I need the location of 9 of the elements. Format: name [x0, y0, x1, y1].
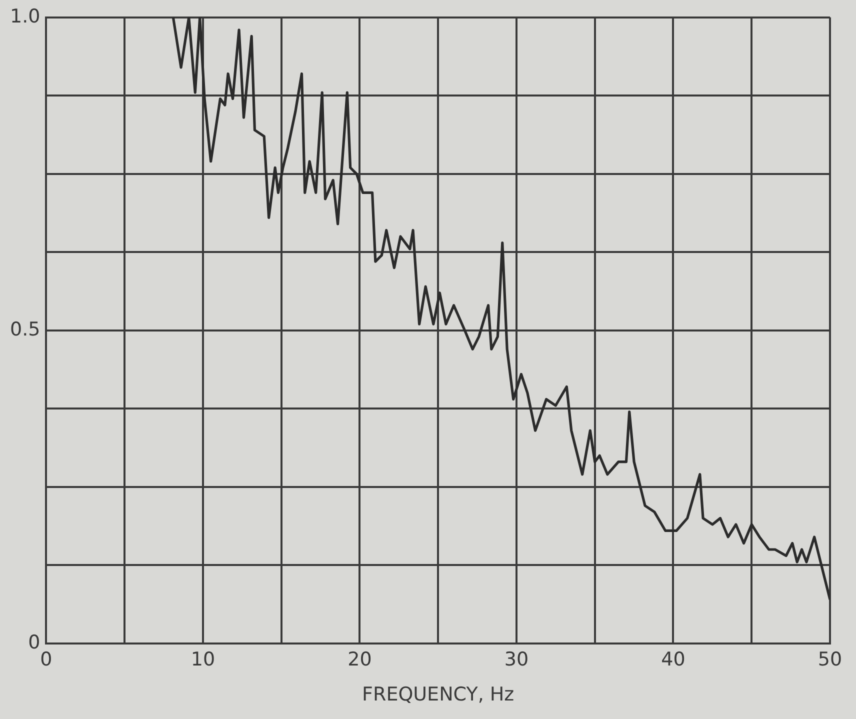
x-tick-label: 40 — [661, 648, 686, 671]
x-tick-label: 20 — [348, 648, 372, 671]
x-axis-title: FREQUENCY, Hz — [362, 684, 514, 706]
y-tick-label: 1.0 — [10, 5, 40, 28]
x-tick-label: 10 — [190, 648, 216, 671]
y-tick-label: 0 — [28, 631, 40, 654]
x-tick-label: 50 — [818, 648, 842, 671]
y-tick-label: 0.5 — [10, 318, 40, 340]
x-tick-label: 30 — [504, 648, 529, 671]
